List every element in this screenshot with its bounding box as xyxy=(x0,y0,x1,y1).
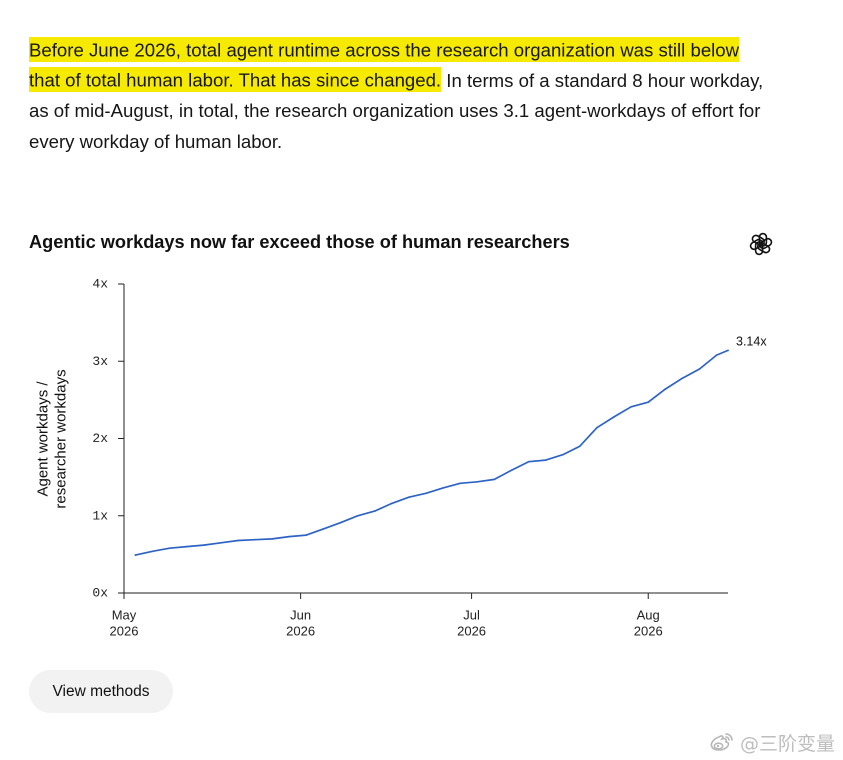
watermark: @三阶变量 xyxy=(709,729,835,755)
data-point xyxy=(681,377,684,379)
logo-petal xyxy=(757,242,771,254)
x-tick-label-month: Jun xyxy=(290,608,311,623)
data-point xyxy=(168,547,171,549)
logo-petals xyxy=(749,232,773,256)
data-point xyxy=(305,534,308,536)
end-value-label: 3.14x xyxy=(736,334,767,348)
intro-line-4: every workday of human labor. xyxy=(29,130,283,152)
chart-title: Agentic workdays now far exceed those of… xyxy=(29,232,570,252)
data-point xyxy=(356,515,359,517)
line-chart: Agent workdays / researcher workdays 4x 3x 2… xyxy=(35,277,768,639)
weibo-icon-arc xyxy=(725,736,730,741)
data-point xyxy=(391,502,393,505)
logo-petal xyxy=(758,232,768,247)
data-point xyxy=(493,478,496,481)
logo-petal xyxy=(749,238,764,251)
data-point xyxy=(630,406,632,408)
openai-logo-icon xyxy=(749,232,773,256)
data-point xyxy=(288,535,291,538)
data-point xyxy=(373,510,376,512)
y-tick-label: 4x xyxy=(92,277,108,292)
data-point xyxy=(237,539,239,542)
weibo-icon-body xyxy=(710,735,730,751)
y-tick-label: 3x xyxy=(92,354,108,369)
x-tick-label-month: Aug xyxy=(637,608,660,623)
data-point xyxy=(254,538,256,541)
watermark-text: @三阶变量 xyxy=(739,732,835,755)
data-point xyxy=(715,354,718,356)
data-point xyxy=(596,426,598,429)
data-point xyxy=(322,528,325,530)
data-point xyxy=(134,554,137,556)
data-point xyxy=(527,460,530,463)
logo-petal xyxy=(754,241,764,256)
data-point xyxy=(425,492,427,495)
intro-line-3: as of mid-August, in total, the research… xyxy=(29,100,761,121)
data-point xyxy=(698,368,701,370)
intro-line-2: that of total human labor. That has sinc… xyxy=(29,66,763,97)
data-point xyxy=(544,459,547,461)
series-line xyxy=(134,349,729,556)
y-tick-label: 2x xyxy=(92,431,108,446)
data-point xyxy=(613,416,615,418)
data-point xyxy=(510,469,513,471)
data-point xyxy=(271,538,274,540)
weibo-icon xyxy=(710,733,733,751)
y-axis-title-line: researcher workdays xyxy=(53,369,70,508)
data-point xyxy=(185,545,188,548)
weibo-icon-arc xyxy=(725,733,733,741)
intro-text: In terms of a standard 8 hour workday, xyxy=(441,69,764,91)
weibo-icon-strokes xyxy=(710,733,733,751)
data-point xyxy=(459,482,462,485)
x-tick-label-year: 2026 xyxy=(286,624,315,639)
view-methods-button[interactable]: View methods xyxy=(29,670,173,713)
data-point xyxy=(647,401,649,403)
data-point xyxy=(727,349,729,352)
x-tick-label-year: 2026 xyxy=(457,624,486,639)
y-axis-title-line: Agent workdays / xyxy=(35,381,52,497)
highlighted-text: Before June 2026, total agent runtime ac… xyxy=(29,36,740,62)
data-point xyxy=(664,388,667,390)
x-tick-label-year: 2026 xyxy=(110,624,139,639)
intro-paragraph: Before June 2026, total agent runtime ac… xyxy=(29,35,763,157)
data-point xyxy=(220,542,222,544)
intro-line-1: Before June 2026, total agent runtime ac… xyxy=(29,35,763,66)
data-point xyxy=(442,487,444,489)
x-tick-label-month: May xyxy=(112,608,137,623)
highlighted-text: that of total human labor. That has sinc… xyxy=(29,67,442,92)
y-tick-label: 1x xyxy=(92,508,108,523)
weibo-icon-eye xyxy=(713,742,724,750)
data-point xyxy=(562,453,564,456)
data-point xyxy=(408,496,410,498)
x-tick-label-year: 2026 xyxy=(634,624,663,639)
data-point xyxy=(151,550,154,553)
data-point xyxy=(203,544,205,546)
x-tick-label-month: Jul xyxy=(463,608,480,623)
y-tick-label: 0x xyxy=(92,586,108,601)
data-point xyxy=(579,445,581,447)
logo-petal xyxy=(758,237,773,250)
logo-petal xyxy=(751,234,765,246)
weibo-icon-pupil xyxy=(716,744,720,748)
data-point xyxy=(339,521,342,524)
data-point xyxy=(476,481,479,483)
